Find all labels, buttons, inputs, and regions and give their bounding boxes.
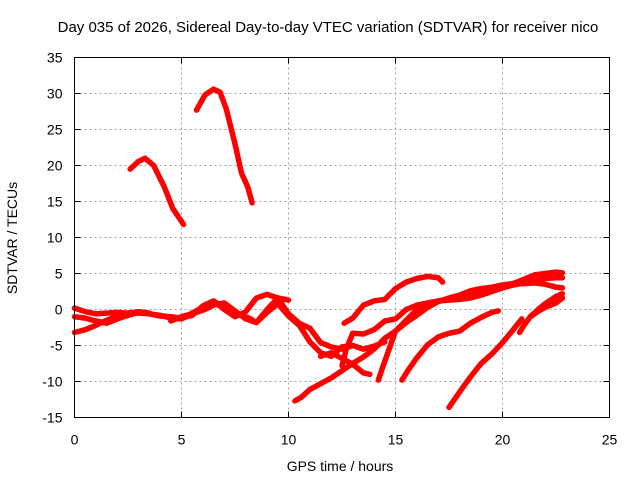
x-axis-label: GPS time / hours <box>287 458 394 474</box>
data-series <box>71 86 566 411</box>
chart-title: Day 035 of 2026, Sidereal Day-to-day VTE… <box>58 19 599 36</box>
series-arc-12 <box>375 269 566 383</box>
x-tick-label: 5 <box>178 432 186 448</box>
y-tick-label: -5 <box>50 338 63 354</box>
series-arc-2 <box>193 86 255 206</box>
y-tick-label: 5 <box>55 266 63 282</box>
x-tick-label: 15 <box>388 432 404 448</box>
plot-frame <box>74 57 610 418</box>
series-arc-6 <box>168 295 356 352</box>
series-arc-14 <box>446 316 525 411</box>
series-arc-16 <box>527 290 566 320</box>
series-arc-11 <box>317 349 373 378</box>
x-tick-label: 0 <box>71 432 79 448</box>
y-tick-label: 15 <box>47 194 63 210</box>
series-arc-15 <box>516 295 566 336</box>
series-arc-1 <box>127 155 187 228</box>
y-tick-label: -15 <box>42 410 62 426</box>
y-tick-label: 30 <box>47 86 63 102</box>
tick-labels: 0 5 10 15 20 25 -15 -10 -5 0 5 10 15 20 25 30 35 <box>42 50 617 448</box>
y-tick-label: 20 <box>47 158 63 174</box>
x-tick-label: 25 <box>602 432 618 448</box>
y-tick-label: 10 <box>47 230 63 246</box>
series-arc-5 <box>71 308 153 336</box>
x-tick-label: 20 <box>495 432 511 448</box>
x-tick-label: 10 <box>281 432 297 448</box>
y-tick-label: 0 <box>55 302 63 318</box>
y-tick-label: 25 <box>47 122 63 138</box>
series-arc-10 <box>341 273 446 326</box>
series-arc-13 <box>399 308 501 383</box>
series-arc-7 <box>242 300 388 360</box>
y-tick-label: -10 <box>42 374 62 390</box>
grid-lines <box>74 57 610 418</box>
y-tick-label: 35 <box>47 50 63 66</box>
y-axis-label: SDTVAR / TECUs <box>4 182 20 294</box>
